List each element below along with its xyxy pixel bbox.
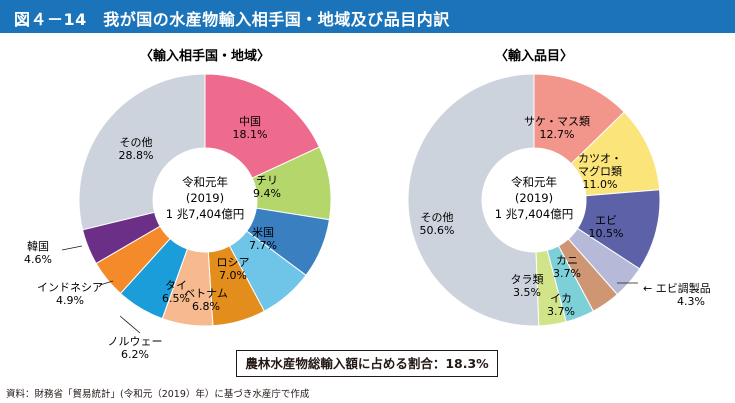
slice-value-1-10: 28.8% [119,149,154,162]
leader-line-1-8 [99,280,114,286]
slice-value-2-4: 4.3% [677,295,705,308]
slice-label-2-2: カツオ・マグロ類 [578,152,622,178]
slice-value-2-7: 3.5% [513,286,541,299]
center-text-2-2: (2019) [515,191,553,205]
leader-line-1-9 [61,245,83,251]
slice-1-10 [78,73,206,231]
slice-label-1-10: その他 [120,136,153,149]
source-note: 資料：財務省「貿易統計」(令和元（2019）年）に基づき水産庁で作成 [6,389,310,400]
slice-label-1-1: 中国 [239,115,261,128]
slice-label-1-6: タイ [165,279,187,292]
slice-value-1-2: 9.4% [253,187,281,200]
donut-chart-1 [78,73,332,327]
slice-value-2-5: 3.7% [553,267,581,280]
slice-label-1-3: 米国 [252,226,274,239]
slice-1-1 [204,73,321,179]
slice-value-2-2: 11.0% [583,178,618,191]
figure-title-bar: 図４－14 我が国の水産物輸入相手国・地域及び品目内訳 [0,0,735,33]
center-text-2-1: 令和元年 [511,175,557,189]
slice-label-1-8: インドネシア [37,281,103,294]
slice-label-1-4: ロシア [217,256,250,269]
slice-value-1-7: 6.2% [121,348,149,361]
center-text-1-3: 1 兆7,404億円 [166,207,244,221]
slice-value-1-9: 4.6% [24,253,52,266]
slice-label-1-9: 韓国 [27,240,49,253]
slice-value-1-4: 7.0% [219,269,247,282]
slice-label-2-5: カニ [556,254,578,267]
center-text-2-3: 1 兆7,404億円 [495,207,573,221]
center-text-1-2: (2019) [186,191,224,205]
chart-title-2: 〈輸入品目〉 [495,48,573,64]
leader-line-1-7 [119,315,141,334]
center-text-1-1: 令和元年 [182,175,228,189]
slice-label-2-6: イカ [550,292,572,305]
slice-value-2-3: 10.5% [589,227,624,240]
slice-label-2-7: タラ類 [511,273,544,286]
slice-label-1-5: ベトナム [184,287,228,300]
slice-label-1-2: チリ [256,174,278,187]
donut-chart-2 [407,73,661,327]
slice-value-2-1: 12.7% [540,128,575,141]
slice-label-1-7: ノルウェー [108,335,163,348]
slice-value-1-1: 18.1% [233,128,268,141]
slice-value-1-6: 6.5% [162,292,190,305]
slice-label-2-3: エビ [595,214,617,227]
slice-value-1-8: 4.9% [56,294,84,307]
import-ratio-note: 農林水産物総輸入額に占める割合：18.3% [236,350,498,377]
slice-value-1-3: 7.7% [249,239,277,252]
slice-value-2-8: 50.6% [420,224,455,237]
slice-value-2-6: 3.7% [547,305,575,318]
slice-label-2-1: サケ・マス類 [524,115,590,128]
figure-title: 図４－14 我が国の水産物輸入相手国・地域及び品目内訳 [14,10,450,29]
slice-value-1-5: 6.8% [192,300,220,313]
slice-2-8 [407,73,540,327]
slice-label-2-4: ← エビ調製品 [643,281,711,295]
slice-label-2-8: その他 [421,211,454,224]
chart-title-1: 〈輸入相手国・地域〉 [140,48,270,64]
